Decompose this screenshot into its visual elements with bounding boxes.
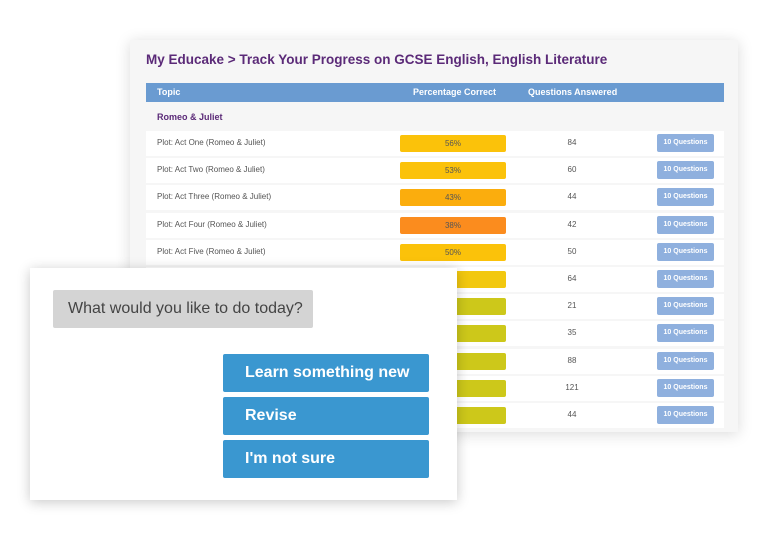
ten-questions-button[interactable]: 10 Questions [657,161,714,180]
ten-questions-button[interactable]: 10 Questions [657,324,714,343]
questions-answered: 50 [567,246,577,256]
chat-panel: What would you like to do today? Learn s… [30,268,457,500]
ten-questions-button[interactable]: 10 Questions [657,134,714,152]
ten-questions-button[interactable]: 10 Questions [657,378,714,397]
questions-answered: 44 [567,410,577,419]
questions-answered: 60 [567,165,577,175]
questions-answered: 35 [567,328,577,338]
table-row: Plot: Act Four (Romeo & Juliet) 38% 42 1… [146,212,724,238]
questions-answered: 121 [565,382,579,392]
header-answered: Questions Answered [528,87,618,97]
table-row: Plot: Act Three (Romeo & Juliet) 43% 44 … [146,185,724,211]
header-percentage: Percentage Correct [413,87,497,97]
table-row: Plot: Act Two (Romeo & Juliet) 53% 60 10… [146,158,724,184]
table-row: Plot: Act Five (Romeo & Juliet) 50% 50 1… [146,239,724,265]
ten-questions-button[interactable]: 10 Questions [657,215,714,234]
topic-label: Plot: Act Two (Romeo & Juliet) [157,165,265,175]
header-topic: Topic [157,87,181,97]
ten-questions-button[interactable]: 10 Questions [657,242,714,261]
percentage-bar: 56% [400,135,506,152]
percentage-bar: 43% [400,189,506,207]
questions-answered: 44 [567,192,577,202]
topic-label: Plot: Act One (Romeo & Juliet) [157,138,266,147]
ten-questions-button[interactable]: 10 Questions [657,351,714,370]
not-sure-button[interactable]: I'm not sure [223,440,429,478]
percentage-bar: 50% [400,243,506,261]
section-heading: Romeo & Juliet [157,112,223,122]
topic-label: Plot: Act Five (Romeo & Juliet) [157,246,266,256]
questions-answered: 88 [567,355,577,365]
topic-label: Plot: Act Three (Romeo & Juliet) [157,192,272,202]
questions-answered: 21 [567,301,577,311]
page-title: My Educake > Track Your Progress on GCSE… [146,52,608,67]
ten-questions-button[interactable]: 10 Questions [657,297,714,316]
percentage-bar: 38% [400,216,506,234]
percentage-bar: 53% [400,162,506,180]
questions-answered: 64 [567,274,577,283]
ten-questions-button[interactable]: 10 Questions [657,188,714,207]
table-row: Plot: Act One (Romeo & Juliet) 56% 84 10… [146,131,724,156]
questions-answered: 42 [567,219,577,229]
table-header: Topic Percentage Correct Questions Answe… [146,83,724,102]
ten-questions-button[interactable]: 10 Questions [657,270,714,288]
questions-answered: 84 [567,138,577,147]
ten-questions-button[interactable]: 10 Questions [657,406,714,424]
revise-button[interactable]: Revise [223,397,429,435]
topic-label: Plot: Act Four (Romeo & Juliet) [157,219,267,229]
learn-new-button[interactable]: Learn something new [223,354,429,392]
chat-prompt: What would you like to do today? [53,290,313,328]
